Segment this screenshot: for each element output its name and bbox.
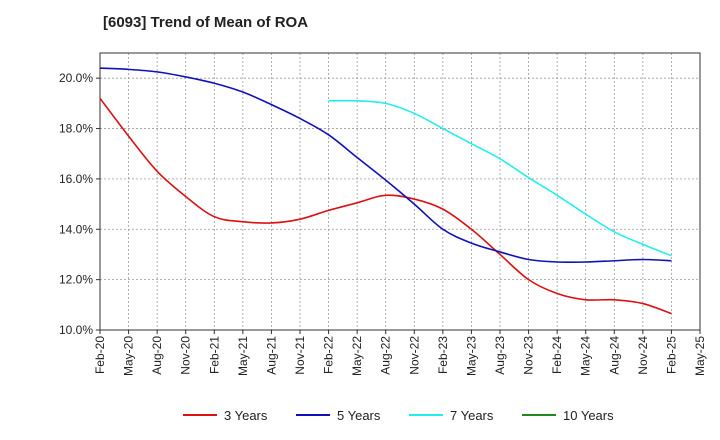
x-tick-label: Aug-23 [493,336,507,375]
x-tick-label: May-25 [693,336,707,376]
x-tick-label: May-22 [350,336,364,376]
y-tick-label: 16.0% [59,172,93,186]
legend-label: 10 Years [563,408,614,423]
x-tick-label: Aug-24 [607,336,621,375]
legend-label: 5 Years [337,408,381,423]
x-tick-label: May-23 [464,336,478,376]
series-line-7-years [328,99,672,257]
x-tick-label: Feb-24 [550,336,564,374]
x-tick-label: May-24 [579,336,593,376]
legend-label: 7 Years [450,408,494,423]
legend: 3 Years 5 Years 7 Years 10 Years [183,408,614,423]
y-tick-label: 12.0% [59,273,93,287]
series-line-5-years [99,67,672,264]
x-tick-label: Nov-24 [636,336,650,375]
x-axis-ticks: Feb-20 May-20 Aug-20 Nov-20 Feb-21 May-21 Aug-… [93,330,707,376]
y-tick-label: 10.0% [59,323,93,337]
x-tick-label: Nov-22 [407,336,421,375]
legend-label: 3 Years [224,408,268,423]
y-tick-label: 18.0% [59,122,93,136]
x-tick-label: Aug-20 [150,336,164,375]
x-tick-label: Nov-21 [293,336,307,375]
x-tick-label: Feb-23 [436,336,450,374]
x-tick-label: Nov-20 [179,336,193,375]
x-tick-label: May-21 [236,336,250,376]
x-tick-label: Nov-23 [522,336,536,375]
x-tick-label: Feb-22 [322,336,336,374]
grid-lines [100,53,700,330]
x-tick-label: May-20 [122,336,136,376]
series-lines [99,67,672,315]
y-tick-label: 14.0% [59,222,93,236]
x-tick-label: Feb-25 [664,336,678,374]
x-tick-label: Aug-22 [379,336,393,375]
plot-frame [99,52,701,331]
chart-title: [6093] Trend of Mean of ROA [103,14,309,31]
x-tick-label: Aug-21 [264,336,278,375]
y-axis-ticks: 10.0% 12.0% 14.0% 16.0% 18.0% 20.0% [59,71,100,337]
x-tick-label: Feb-21 [207,336,221,374]
x-tick-label: Feb-20 [93,336,107,374]
series-line-3-years [99,97,672,315]
y-tick-label: 20.0% [59,71,93,85]
